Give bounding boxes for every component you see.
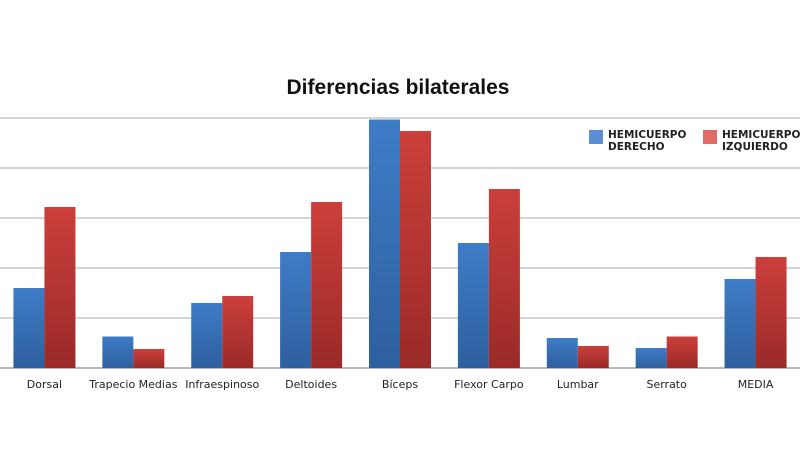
legend-label: HEMICUERPO DERECHO [608, 129, 687, 153]
x-tick-label: Trapecio Medias [88, 378, 177, 391]
bar-izquierdo [400, 131, 431, 368]
bars-group [13, 119, 787, 368]
legend-label: HEMICUERPO IZQUIERDO [722, 129, 800, 153]
bar-derecho [102, 336, 134, 368]
bar-izquierdo [666, 336, 698, 368]
x-tick-label: Lumbar [557, 378, 599, 391]
chart-title: Diferencias bilaterales [287, 76, 510, 99]
x-tick-label: Dorsal [27, 378, 62, 391]
legend-swatch [703, 130, 717, 144]
x-tick-label: MEDIA [738, 378, 774, 391]
bar-izquierdo [577, 346, 609, 368]
bar-derecho [635, 348, 667, 368]
x-tick-label: Deltoides [285, 378, 337, 391]
bar-derecho [280, 252, 312, 368]
bar-izquierdo [133, 349, 165, 368]
x-axis-tick-labels: Dorsal Trapecio Medias Infraespinoso Deltoi… [27, 378, 774, 391]
legend: HEMICUERPO DERECHO HEMICUERPO IZQUIERDO [589, 129, 800, 153]
bar-derecho [13, 288, 45, 368]
bar-izquierdo [44, 207, 76, 368]
bar-derecho [457, 243, 489, 368]
bar-derecho [191, 303, 223, 368]
bar-derecho [369, 119, 400, 368]
bar-izquierdo [311, 202, 343, 368]
bar-derecho [724, 279, 756, 368]
x-tick-label: Flexor Carpo [454, 378, 524, 391]
x-tick-label: Infraespinoso [185, 378, 259, 391]
bar-izquierdo [488, 189, 520, 368]
bar-izquierdo [222, 296, 254, 368]
bar-derecho [546, 338, 578, 368]
legend-swatch [589, 130, 603, 144]
x-tick-label: Bíceps [382, 378, 418, 391]
x-tick-label: Serrato [646, 378, 687, 391]
bar-izquierdo [755, 257, 787, 368]
